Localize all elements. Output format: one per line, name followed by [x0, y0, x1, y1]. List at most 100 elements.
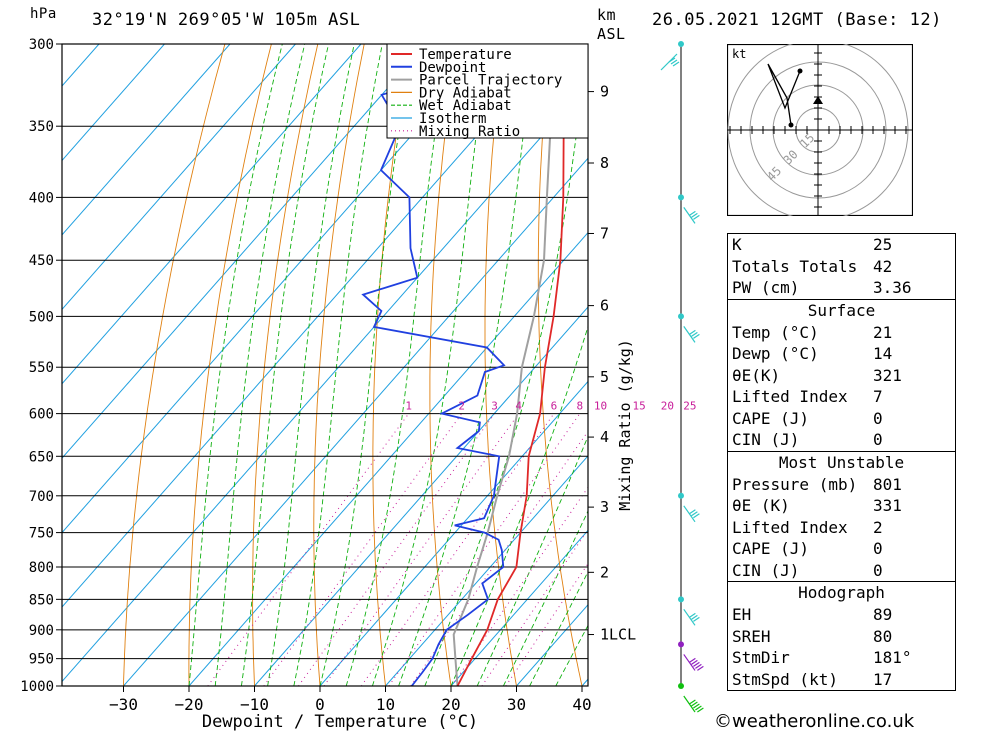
index-label: Pressure (mb)	[732, 474, 858, 494]
index-label: CIN (J)	[732, 430, 800, 449]
hodograph-unit: kt	[732, 47, 746, 61]
height-label: 1LCL	[600, 626, 636, 644]
temperature-tick-label: 10	[376, 695, 395, 714]
pressure-tick-label: 850	[29, 592, 54, 608]
wind-barb-dot	[678, 313, 684, 320]
legend-box	[386, 43, 589, 139]
mixing-ratio-label: 2	[458, 400, 465, 413]
pressure-tick-label: 450	[29, 253, 54, 269]
index-label: EH	[732, 605, 752, 624]
dry-adiabat-line	[188, 44, 272, 686]
surface-header: Surface	[728, 298, 955, 322]
pressure-tick-label: 350	[29, 119, 54, 135]
wet-adiabat-line	[319, 44, 414, 686]
index-row: EH 89	[728, 604, 955, 626]
isotherm-line	[62, 44, 296, 311]
wind-barb-dot	[678, 492, 684, 499]
index-label: StmSpd (kt)	[732, 669, 838, 689]
datetime-title: 26.05.2021 12GMT (Base: 12)	[652, 10, 942, 30]
index-row: CAPE (J) 0	[728, 408, 955, 430]
isotherm-line	[62, 44, 165, 162]
wind-barb	[683, 505, 700, 523]
wind-barb-dot	[678, 596, 684, 603]
pressure-tick-label: 950	[29, 652, 54, 668]
isotherm-line	[319, 380, 588, 686]
height-label: 5	[600, 368, 609, 386]
index-label: θE(K)	[732, 365, 781, 385]
mixing-ratio-line	[505, 562, 588, 686]
index-label: SREH	[732, 626, 771, 646]
legend-label: Temperature	[419, 47, 512, 63]
mixing-ratio-label: 20	[661, 400, 674, 413]
legend-label: Isotherm	[419, 111, 486, 127]
index-label: Totals Totals	[732, 256, 858, 276]
pressure-tick-label: 700	[29, 489, 54, 505]
legend-label: Mixing Ratio	[419, 124, 520, 140]
index-row: SREH 80	[728, 626, 955, 648]
pressure-unit: hPa	[30, 6, 57, 22]
index-row: θE(K) 321	[728, 365, 955, 387]
index-value: 0	[873, 539, 883, 558]
index-label: θE (K)	[732, 496, 790, 515]
dry-adiabat-line	[252, 44, 319, 686]
wind-barb-dot	[678, 41, 684, 47]
temperature-tick-label: −30	[109, 695, 138, 714]
wet-adiabat-line	[293, 44, 383, 686]
pressure-tick-label: 500	[29, 309, 54, 325]
index-value: 42	[873, 256, 893, 276]
dry-adiabat-line	[968, 44, 1000, 686]
legend-label: Dry Adiabat	[419, 85, 512, 101]
mixing-ratio-line	[323, 413, 520, 686]
mixing-ratio-label: 1	[405, 400, 412, 413]
temperature-profile	[456, 44, 585, 686]
index-row: Lifted Index 2	[728, 517, 955, 539]
temperature-tick-label: −20	[175, 695, 204, 714]
mixing-ratio-label: 4	[515, 400, 522, 413]
temperature-tick-label: 0	[315, 695, 325, 714]
index-value: 181°	[873, 648, 912, 667]
temperature-tick-label: 40	[572, 695, 591, 714]
index-row: StmDir 181°	[728, 647, 955, 669]
index-label: Dewp (°C)	[732, 344, 819, 363]
most-unstable-header: Most Unstable	[728, 450, 955, 474]
index-row: θE (K) 331	[728, 495, 955, 517]
height-label: 3	[600, 498, 609, 516]
pressure-tick-label: 300	[29, 37, 54, 53]
wind-barb	[683, 326, 700, 343]
mixing-ratio-line	[263, 413, 463, 686]
mixing-ratio-label: 25	[683, 400, 696, 413]
index-value: 0	[873, 560, 883, 580]
pressure-tick-label: 600	[29, 407, 54, 423]
pressure-tick-label: 800	[29, 560, 54, 576]
height-label: 4	[600, 428, 609, 446]
height-label: 9	[600, 83, 609, 101]
index-label: Lifted Index	[732, 387, 848, 406]
index-label: PW (cm)	[732, 278, 800, 297]
pressure-tick-label: 550	[29, 360, 54, 376]
dry-adiabat-line	[484, 44, 517, 686]
index-value: 80	[873, 626, 893, 646]
index-value: 0	[873, 408, 883, 428]
pressure-tick-label: 1000	[20, 679, 54, 695]
mixing-ratio-line	[207, 413, 410, 686]
index-label: CAPE (J)	[732, 408, 810, 428]
index-row: Pressure (mb) 801	[728, 474, 955, 496]
pressure-tick-label: 900	[29, 623, 54, 639]
index-row: Dewp (°C) 14	[728, 343, 955, 365]
wind-barb-dot	[678, 194, 684, 201]
wet-adiabat-line	[529, 570, 588, 686]
isotherm-line	[62, 44, 493, 534]
index-value: 3.36	[873, 278, 912, 297]
site-credit: ©weatheronline.co.uk	[714, 711, 915, 732]
height-unit-asl: ASL	[597, 25, 626, 43]
index-value: 7	[873, 387, 883, 406]
index-label: K	[732, 235, 742, 254]
legend-label: Dewpoint	[419, 60, 486, 76]
isotherm-line	[450, 529, 588, 686]
mixing-ratio-label: 15	[632, 400, 645, 413]
wet-adiabat-line	[398, 44, 535, 686]
index-label: Lifted Index	[732, 517, 848, 537]
height-label: 6	[600, 297, 609, 315]
